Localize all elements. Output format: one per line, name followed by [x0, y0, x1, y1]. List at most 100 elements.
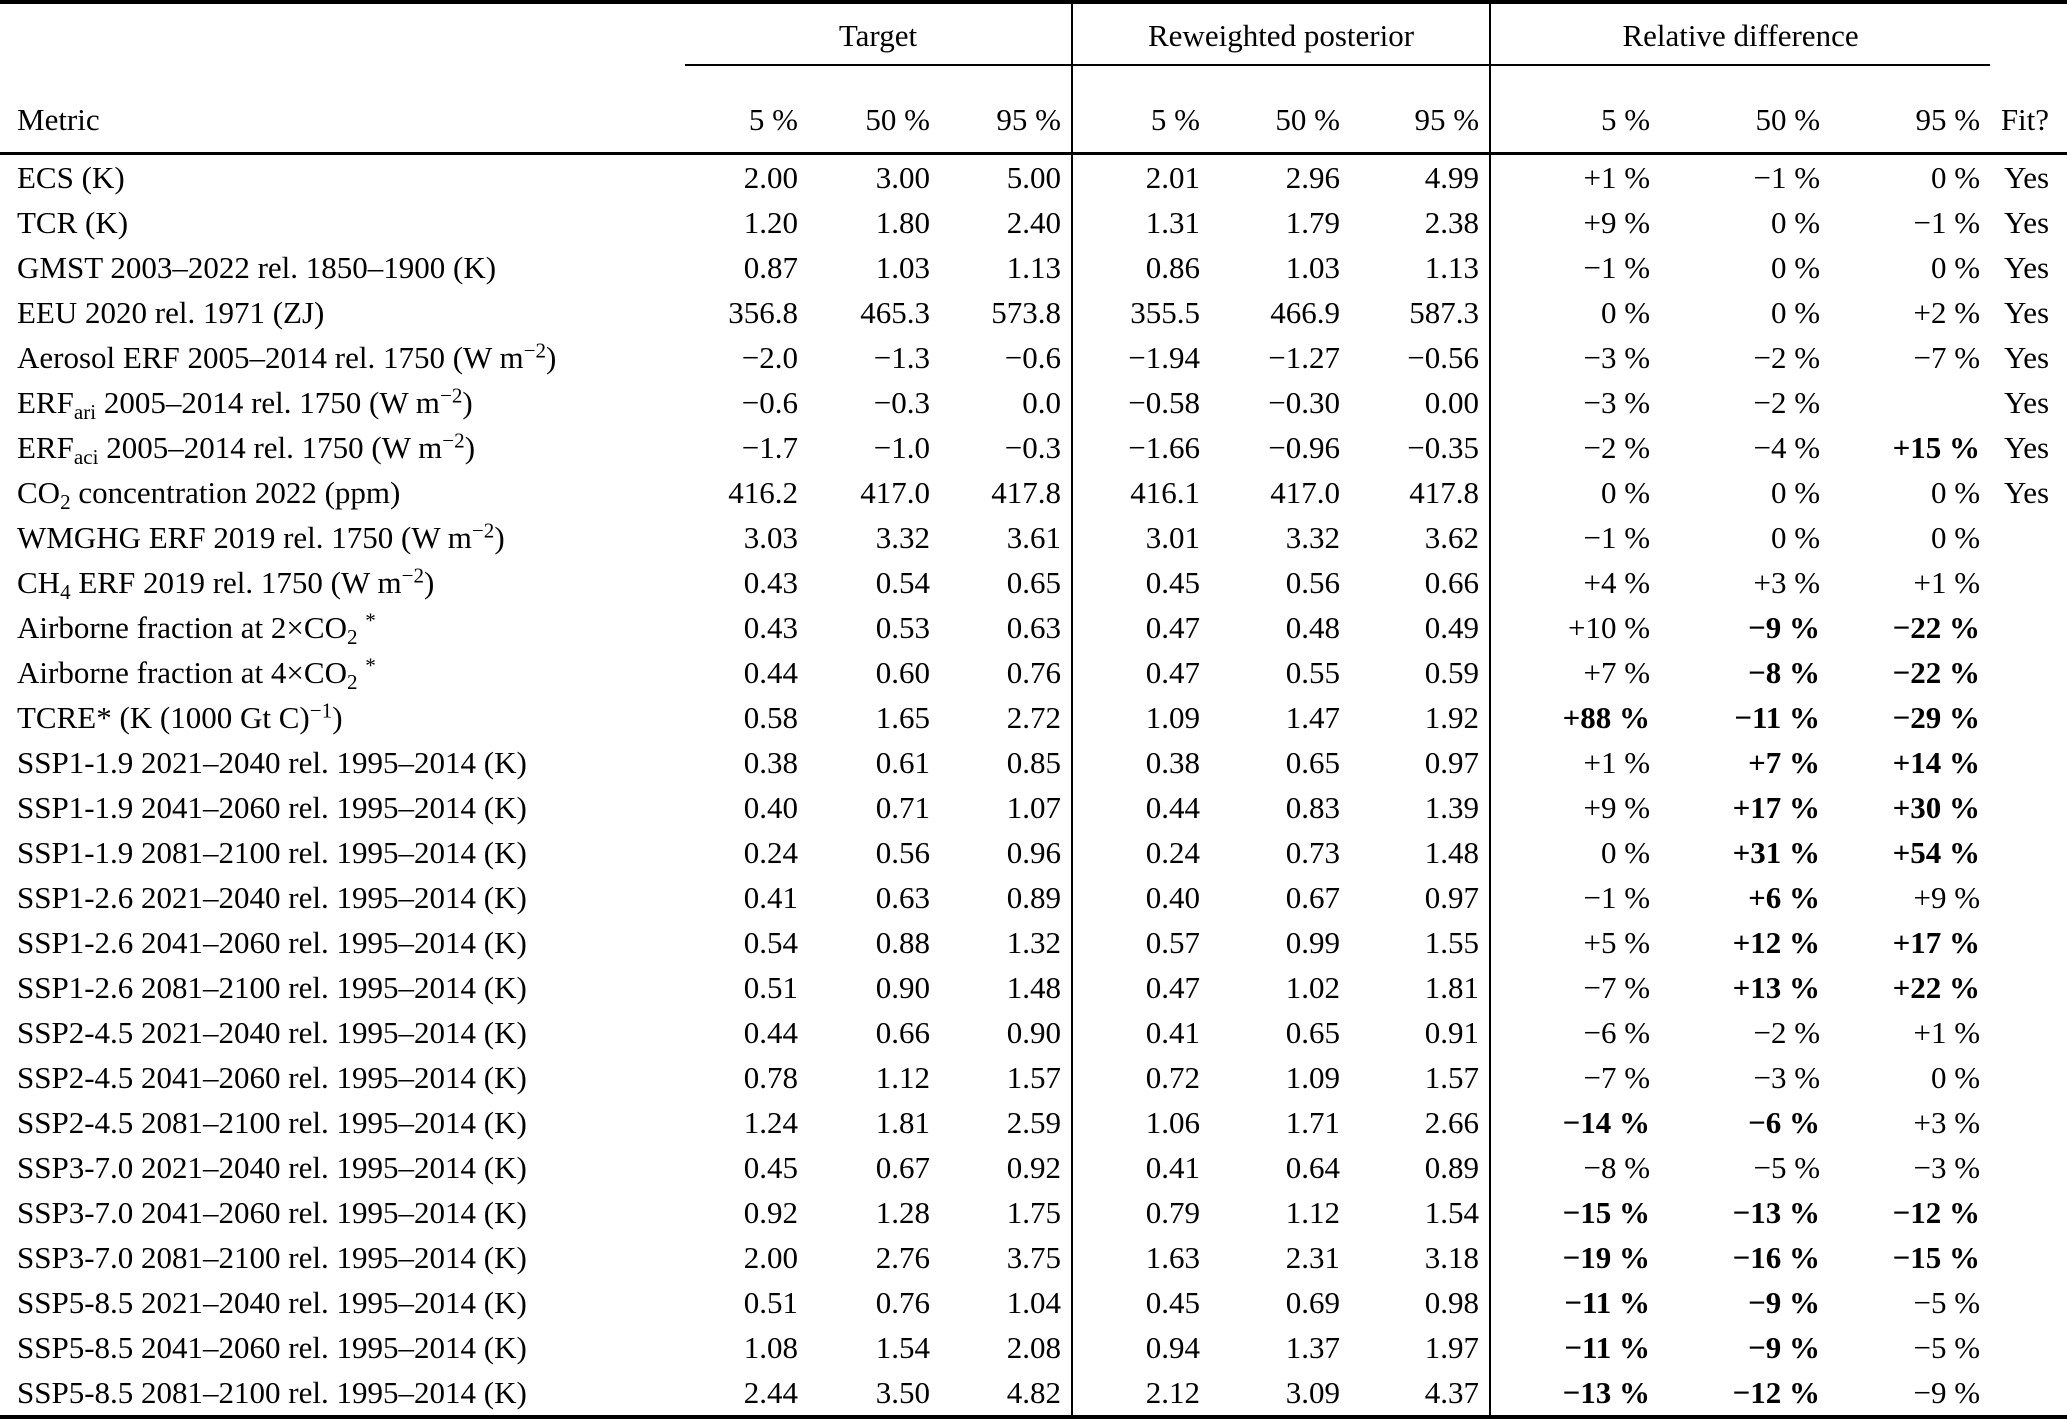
posterior-p5-cell: 0.45	[1071, 560, 1210, 605]
relative-difference-group-header: Relative difference	[1489, 2, 1991, 66]
posterior-p50-cell: −0.96	[1268, 429, 1340, 465]
table-row: SSP3-7.0 2041–2060 rel. 1995–2014 (K) 0.…	[0, 1190, 2067, 1235]
target-p95-cell: 0.85	[1006, 744, 1061, 780]
reldiff-p95-cell: +17 %	[1892, 924, 1981, 960]
reldiff-p95-cell: −12 %	[1892, 1194, 1981, 1230]
table-row: TCRE* (K (1000 Gt C)−1) 0.58 1.65 2.72 1…	[0, 695, 2067, 740]
target-p95-cell: 2.59	[1006, 1104, 1061, 1140]
fit-cell	[1990, 830, 2067, 875]
posterior-p50-cell: 1.03	[1285, 249, 1340, 285]
fit-cell	[1990, 1280, 2067, 1325]
reldiff-p5-cell: −1 %	[1489, 245, 1661, 290]
target-p95-cell: 417.8	[991, 474, 1061, 510]
posterior-p50-cell: 0.67	[1285, 879, 1340, 915]
fit-cell	[1990, 1235, 2067, 1280]
target-p5-cell: 0.44	[743, 654, 798, 690]
reldiff-p50-cell: 0 %	[1770, 204, 1821, 240]
metric-group-spacer	[0, 2, 685, 65]
posterior-p95-cell: 1.92	[1424, 699, 1480, 735]
target-p5-cell: 0.24	[743, 834, 798, 870]
posterior-p50-cell: 1.47	[1285, 699, 1340, 735]
target-p95-cell: 0.89	[1006, 879, 1061, 915]
target-p95-cell: 573.8	[991, 294, 1061, 330]
posterior-p95-cell: 0.91	[1424, 1014, 1480, 1050]
posterior-p95-cell: 2.38	[1424, 204, 1480, 240]
table-row: SSP5-8.5 2021–2040 rel. 1995–2014 (K) 0.…	[0, 1280, 2067, 1325]
posterior-p50-cell: 0.99	[1285, 924, 1340, 960]
reldiff-p95-cell: +3 %	[1913, 1104, 1981, 1140]
target-p95-cell: 1.13	[1006, 249, 1061, 285]
table-row: Aerosol ERF 2005–2014 rel. 1750 (W m−2) …	[0, 335, 2067, 380]
posterior-p50-cell: 1.71	[1285, 1104, 1340, 1140]
posterior-p95-cell: 1.48	[1424, 834, 1480, 870]
posterior-p95-cell: 1.13	[1424, 249, 1480, 285]
posterior-p50-cell: 0.65	[1285, 744, 1340, 780]
reldiff-p95-cell: −1 %	[1913, 204, 1981, 240]
group-header-row: Target Reweighted posterior Relative dif…	[0, 2, 2067, 66]
fit-cell	[1990, 1010, 2067, 1055]
reldiff-p5-cell: −1 %	[1489, 515, 1661, 560]
reldiff-p50-cell: −9 %	[1748, 1284, 1821, 1320]
fit-cell: Yes	[2003, 294, 2050, 330]
reldiff-p5-cell: −3 %	[1489, 335, 1661, 380]
posterior-p5-cell: 2.01	[1071, 153, 1210, 200]
metric-cell: SSP3-7.0 2081–2100 rel. 1995–2014 (K)	[17, 1239, 527, 1275]
fit-cell: Yes	[2003, 204, 2050, 240]
table-row: ECS (K) 2.00 3.00 5.00 2.01 2.96 4.99 +1…	[0, 153, 2067, 200]
reldiff-p50-cell: +13 %	[1732, 969, 1821, 1005]
target-p95-cell: −0.6	[1004, 339, 1061, 375]
reldiff-p95-cell: +1 %	[1913, 564, 1981, 600]
posterior-p5-cell: −1.94	[1071, 335, 1210, 380]
reldiff-p5-cell: +9 %	[1489, 785, 1661, 830]
fit-cell	[1990, 920, 2067, 965]
target-p95-cell: −0.3	[1004, 429, 1061, 465]
reldiff-p5-header: 5 %	[1489, 65, 1661, 155]
posterior-p5-cell: 0.47	[1071, 605, 1210, 650]
posterior-p5-cell: 0.94	[1071, 1325, 1210, 1370]
fit-cell	[1990, 1190, 2067, 1235]
target-p50-cell: 0.53	[875, 609, 930, 645]
target-p5-cell: 0.45	[743, 1149, 798, 1185]
metric-cell: ERFaci 2005–2014 rel. 1750 (W m−2)	[17, 427, 476, 469]
posterior-p95-cell: 1.39	[1424, 789, 1480, 825]
target-p5-cell: 0.44	[743, 1014, 798, 1050]
target-p50-header: 50 %	[808, 65, 940, 155]
posterior-p50-cell: 3.32	[1285, 519, 1340, 555]
target-p5-cell: −1.7	[741, 429, 798, 465]
column-header-row: Metric 5 % 50 % 95 % 5 % 50 % 95 % 5 % 5…	[0, 65, 2067, 155]
posterior-p50-cell: 466.9	[1270, 294, 1340, 330]
reldiff-p95-cell	[1830, 380, 1990, 425]
metric-cell: EEU 2020 rel. 1971 (ZJ)	[17, 294, 325, 330]
target-p50-cell: 0.67	[875, 1149, 930, 1185]
posterior-p5-cell: 0.57	[1071, 920, 1210, 965]
reldiff-p95-cell: 0 %	[1930, 474, 1981, 510]
reldiff-p5-cell: +9 %	[1489, 200, 1661, 245]
target-p5-cell: 1.24	[743, 1104, 798, 1140]
posterior-p50-cell: 0.83	[1285, 789, 1340, 825]
metric-cell: SSP1-1.9 2081–2100 rel. 1995–2014 (K)	[17, 834, 527, 870]
table-row: ERFaci 2005–2014 rel. 1750 (W m−2) −1.7 …	[0, 425, 2067, 470]
table-row: EEU 2020 rel. 1971 (ZJ) 356.8 465.3 573.…	[0, 290, 2067, 335]
reldiff-p50-cell: +17 %	[1732, 789, 1821, 825]
reldiff-p95-cell: −3 %	[1913, 1149, 1981, 1185]
fit-group-spacer	[1990, 2, 2067, 65]
posterior-p50-cell: 0.56	[1285, 564, 1340, 600]
metric-cell: SSP5-8.5 2041–2060 rel. 1995–2014 (K)	[17, 1329, 527, 1365]
target-p5-cell: 0.51	[743, 969, 798, 1005]
posterior-p5-cell: 0.41	[1071, 1145, 1210, 1190]
target-p50-cell: 0.90	[875, 969, 930, 1005]
reldiff-p95-cell: −22 %	[1892, 654, 1981, 690]
reldiff-p5-cell: 0 %	[1489, 470, 1661, 515]
target-p5-cell: 2.00	[743, 159, 798, 195]
table-row: WMGHG ERF 2019 rel. 1750 (W m−2) 3.03 3.…	[0, 515, 2067, 560]
reldiff-p50-cell: −5 %	[1753, 1149, 1821, 1185]
reldiff-p50-cell: −11 %	[1734, 699, 1821, 735]
target-p95-cell: 1.32	[1006, 924, 1061, 960]
target-p50-cell: 0.56	[875, 834, 930, 870]
posterior-p5-cell: −0.58	[1071, 380, 1210, 425]
target-p5-cell: 2.44	[743, 1374, 798, 1410]
posterior-p50-cell: 0.69	[1285, 1284, 1340, 1320]
posterior-p95-cell: 0.97	[1424, 879, 1480, 915]
fit-cell: Yes	[2003, 474, 2050, 510]
